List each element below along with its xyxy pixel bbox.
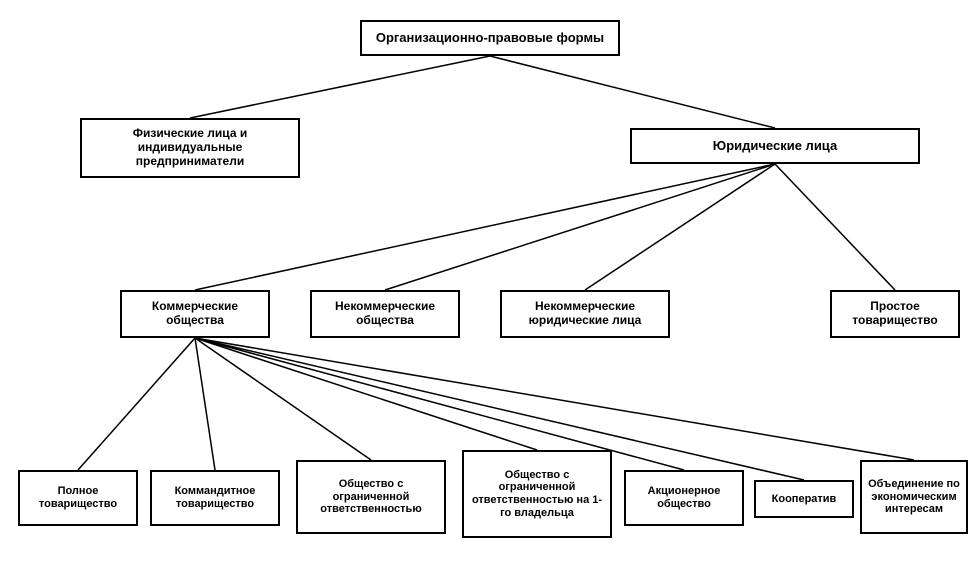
node-label: Объединение по экономическим интересам bbox=[868, 478, 960, 516]
node-label: Некоммерческие общества bbox=[318, 300, 452, 328]
node-root: Организационно-правовые формы bbox=[360, 20, 620, 56]
node-ooo1: Общество с ограниченной ответственностью… bbox=[462, 450, 612, 538]
node-full: Полное товарищество bbox=[18, 470, 138, 526]
node-label: Некоммерческие юридические лица bbox=[508, 300, 662, 328]
node-label: Юридические лица bbox=[713, 139, 837, 154]
node-label: Физические лица и индивидуальные предпри… bbox=[88, 127, 292, 168]
edge bbox=[195, 164, 775, 290]
node-union: Объединение по экономическим интересам bbox=[860, 460, 968, 534]
edge bbox=[195, 338, 537, 450]
edge bbox=[78, 338, 195, 470]
node-komm: Коммандитное товарищество bbox=[150, 470, 280, 526]
node-label: Коммерческие общества bbox=[128, 300, 262, 328]
node-label: Простое товарищество bbox=[838, 300, 952, 328]
edge bbox=[195, 338, 914, 460]
diagram-canvas: Организационно-правовые формы Физические… bbox=[0, 0, 971, 578]
node-label: Кооператив bbox=[772, 493, 837, 506]
edge bbox=[585, 164, 775, 290]
node-simple: Простое товарищество bbox=[830, 290, 960, 338]
node-label: Коммандитное товарищество bbox=[158, 485, 272, 510]
node-ooo: Общество с ограниченной ответственностью bbox=[296, 460, 446, 534]
node-comm: Коммерческие общества bbox=[120, 290, 270, 338]
node-phys: Физические лица и индивидуальные предпри… bbox=[80, 118, 300, 178]
node-nonjur: Некоммерческие юридические лица bbox=[500, 290, 670, 338]
node-label: Акционерное общество bbox=[632, 485, 736, 510]
node-jur: Юридические лица bbox=[630, 128, 920, 164]
node-ao: Акционерное общество bbox=[624, 470, 744, 526]
node-coop: Кооператив bbox=[754, 480, 854, 518]
edge bbox=[190, 56, 490, 118]
node-noncomm: Некоммерческие общества bbox=[310, 290, 460, 338]
edge bbox=[195, 338, 371, 460]
edge bbox=[490, 56, 775, 128]
node-label: Общество с ограниченной ответственностью… bbox=[470, 469, 604, 520]
node-label: Общество с ограниченной ответственностью bbox=[304, 478, 438, 516]
edge bbox=[195, 338, 215, 470]
node-label: Полное товарищество bbox=[26, 485, 130, 510]
node-label: Организационно-правовые формы bbox=[376, 31, 604, 46]
edge bbox=[385, 164, 775, 290]
edge bbox=[775, 164, 895, 290]
